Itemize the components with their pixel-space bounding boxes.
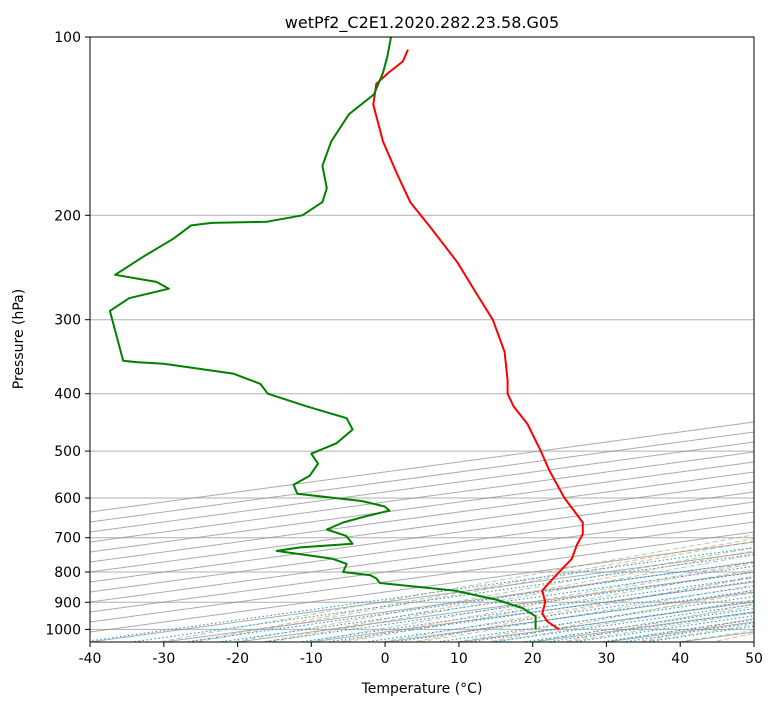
- mixing-ratio-lines: [90, 546, 754, 642]
- mixing-ratio-line: [128, 553, 754, 642]
- isotherm: [90, 491, 754, 583]
- y-tick-label: 700: [54, 531, 81, 547]
- isotherm: [90, 451, 754, 543]
- isotherm: [90, 501, 754, 593]
- temperature-line: [372, 49, 584, 631]
- isotherm-gridlines: [90, 421, 754, 642]
- y-axis-label: Pressure (hPa): [11, 289, 27, 389]
- y-tick-label: 200: [54, 208, 81, 224]
- y-tick-label: 600: [54, 491, 81, 507]
- isotherm: [90, 511, 754, 603]
- mixing-ratio-line: [569, 615, 754, 642]
- plot-area: 0.10.20.40.611.52346810131620253036-100-…: [90, 37, 754, 642]
- dewpoint-line: [108, 37, 537, 630]
- x-tick-label: 0: [381, 651, 390, 667]
- x-tick-label: 50: [745, 651, 763, 667]
- x-tick-label: 40: [671, 651, 689, 667]
- x-axis: -40 -30 -20 -10 0 10 20 30 40 50: [79, 642, 763, 667]
- plot-background: [90, 37, 754, 642]
- isobar-gridlines: [90, 37, 754, 630]
- x-tick-label: 10: [450, 651, 468, 667]
- mixing-ratio-line: [259, 571, 754, 642]
- y-tick-label: 900: [54, 595, 81, 611]
- y-tick-label: 1000: [45, 622, 81, 638]
- x-axis-label: Temperature (°C): [361, 681, 483, 697]
- y-tick-label: 400: [54, 387, 81, 403]
- x-tick-label: -20: [226, 651, 249, 667]
- profile-series: [108, 37, 584, 631]
- y-tick-label: 300: [54, 313, 81, 329]
- isotherm: [90, 461, 754, 553]
- x-tick-label: -30: [152, 651, 175, 667]
- y-axis: 100 200 300 400 500 600 700 800 900 1000: [45, 30, 90, 638]
- x-tick-label: -40: [79, 651, 102, 667]
- y-tick-label: 800: [54, 565, 81, 581]
- isotherm: [90, 471, 754, 563]
- mixing-ratio-line: [322, 580, 754, 642]
- mixing-ratio-line: [295, 576, 754, 642]
- plot-frame: [89, 36, 755, 643]
- x-tick-label: -10: [300, 651, 323, 667]
- chart-title: wetPf2_C2E1.2020.282.23.58.G05: [285, 13, 559, 33]
- mixing-ratio-line: [182, 561, 754, 642]
- isotherm: [90, 531, 754, 623]
- y-tick-label: 100: [54, 30, 81, 46]
- isotherm: [753, 641, 754, 642]
- mixing-ratio-line: [597, 619, 754, 642]
- x-tick-label: 20: [524, 651, 542, 667]
- mixing-ratio-line: [215, 565, 754, 642]
- y-tick-label: 500: [54, 444, 81, 460]
- isotherm: [90, 481, 754, 573]
- isotherm: [90, 521, 754, 613]
- x-tick-label: 30: [597, 651, 615, 667]
